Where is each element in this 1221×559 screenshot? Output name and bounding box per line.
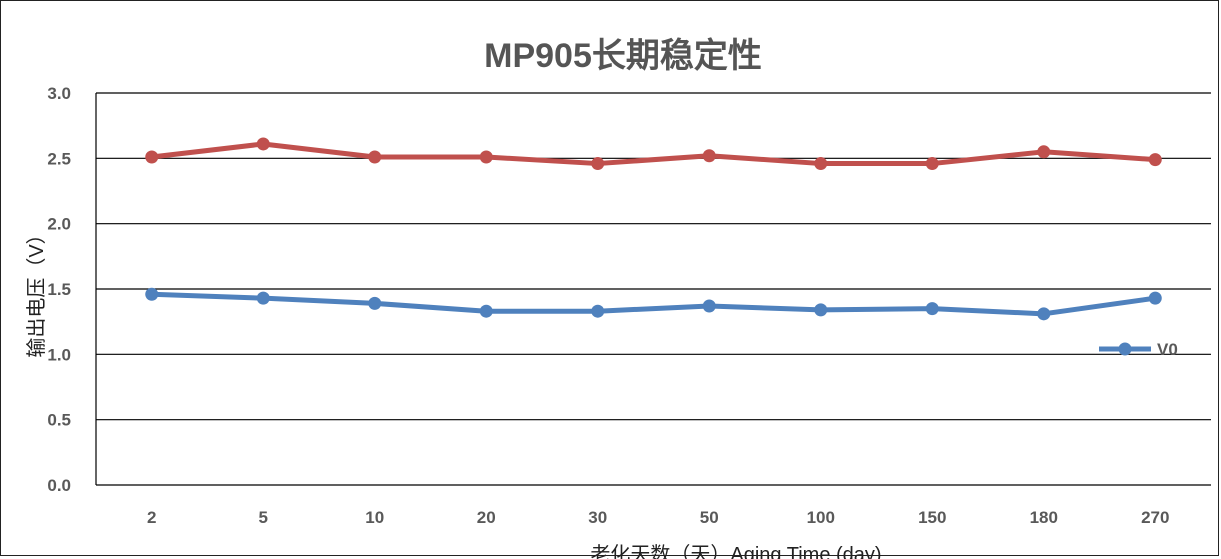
x-axis-label: 老化天数（天）Aging Time (day) (590, 543, 881, 559)
data-point (925, 157, 939, 171)
data-point (145, 287, 159, 301)
x-tick-label: 20 (477, 508, 496, 527)
y-axis-ticks: 0.0 0.5 1.0 1.5 2.0 2.5 3.0 (47, 84, 71, 495)
data-point (702, 149, 716, 163)
data-point (256, 291, 270, 305)
x-tick-label: 150 (918, 508, 946, 527)
y-tick-label: 1.0 (47, 345, 71, 364)
data-point (479, 150, 493, 164)
x-tick-label: 270 (1141, 508, 1169, 527)
x-tick-label: 2 (147, 508, 156, 527)
y-tick-label: 2.0 (47, 215, 71, 234)
data-point (479, 304, 493, 318)
y-tick-label: 1.5 (47, 280, 71, 299)
x-tick-label: 10 (365, 508, 384, 527)
y-tick-label: 3.0 (47, 84, 71, 103)
data-point (1037, 307, 1051, 321)
legend-label: V0 (1157, 340, 1178, 359)
data-point (1148, 291, 1162, 305)
series-line (151, 291, 1156, 317)
data-point (814, 157, 828, 171)
y-tick-label: 0.0 (47, 476, 71, 495)
x-axis-ticks: 2 5 10 20 30 50 100 150 180 270 (147, 508, 1169, 527)
data-point (925, 302, 939, 316)
series-line (151, 141, 1156, 167)
legend-swatch-marker (1118, 342, 1132, 356)
data-point (368, 150, 382, 164)
y-axis-label: 输出电压（V） (25, 224, 48, 357)
x-tick-label: 180 (1030, 508, 1058, 527)
x-tick-label: 5 (259, 508, 268, 527)
data-point (702, 299, 716, 313)
data-point (814, 303, 828, 317)
data-point (1037, 145, 1051, 159)
x-tick-label: 50 (700, 508, 719, 527)
data-point (368, 296, 382, 310)
data-point (591, 304, 605, 318)
legend: V0 (1099, 340, 1178, 359)
data-point (591, 157, 605, 171)
y-tick-label: 2.5 (47, 149, 71, 168)
y-tick-label: 0.5 (47, 411, 71, 430)
chart-title: MP905长期稳定性 (484, 37, 762, 75)
data-point (256, 137, 270, 151)
data-point (145, 150, 159, 164)
x-tick-label: 100 (807, 508, 835, 527)
data-point (1148, 153, 1162, 167)
series-layer (145, 137, 1162, 321)
x-tick-label: 30 (588, 508, 607, 527)
